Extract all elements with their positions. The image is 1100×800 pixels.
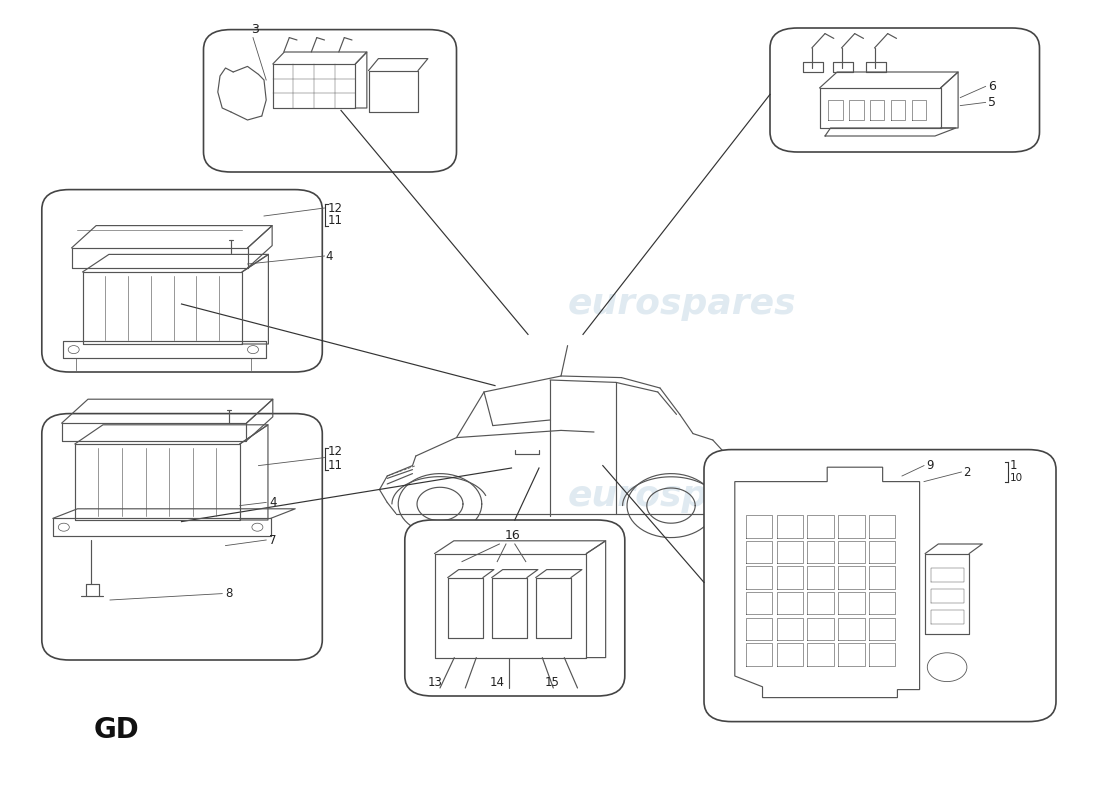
Text: 6: 6 — [988, 80, 996, 93]
Text: 15: 15 — [544, 676, 560, 689]
FancyBboxPatch shape — [405, 520, 625, 696]
Text: 12: 12 — [328, 445, 343, 458]
FancyBboxPatch shape — [42, 414, 322, 660]
Text: 9: 9 — [926, 459, 934, 472]
Text: eurospares: eurospares — [84, 287, 312, 321]
Text: 2: 2 — [964, 466, 971, 478]
Text: 11: 11 — [328, 214, 343, 227]
Text: 13: 13 — [428, 676, 443, 689]
Text: eurospares: eurospares — [568, 287, 796, 321]
Text: 4: 4 — [270, 496, 277, 509]
Text: 1: 1 — [1010, 459, 1018, 472]
Text: GD: GD — [94, 715, 140, 744]
Text: eurospares: eurospares — [84, 479, 312, 513]
Text: 16: 16 — [505, 530, 520, 542]
Text: 5: 5 — [988, 96, 996, 109]
Text: 7: 7 — [270, 534, 277, 546]
Text: 8: 8 — [226, 587, 233, 600]
Text: 12: 12 — [328, 202, 343, 214]
FancyBboxPatch shape — [704, 450, 1056, 722]
Text: 3: 3 — [251, 23, 258, 36]
FancyBboxPatch shape — [770, 28, 1040, 152]
FancyBboxPatch shape — [42, 190, 322, 372]
Text: 4: 4 — [326, 250, 333, 262]
Text: 14: 14 — [490, 676, 505, 689]
Text: 10: 10 — [1010, 474, 1023, 483]
Text: 11: 11 — [328, 459, 343, 472]
FancyBboxPatch shape — [204, 30, 456, 172]
Text: eurospares: eurospares — [568, 479, 796, 513]
